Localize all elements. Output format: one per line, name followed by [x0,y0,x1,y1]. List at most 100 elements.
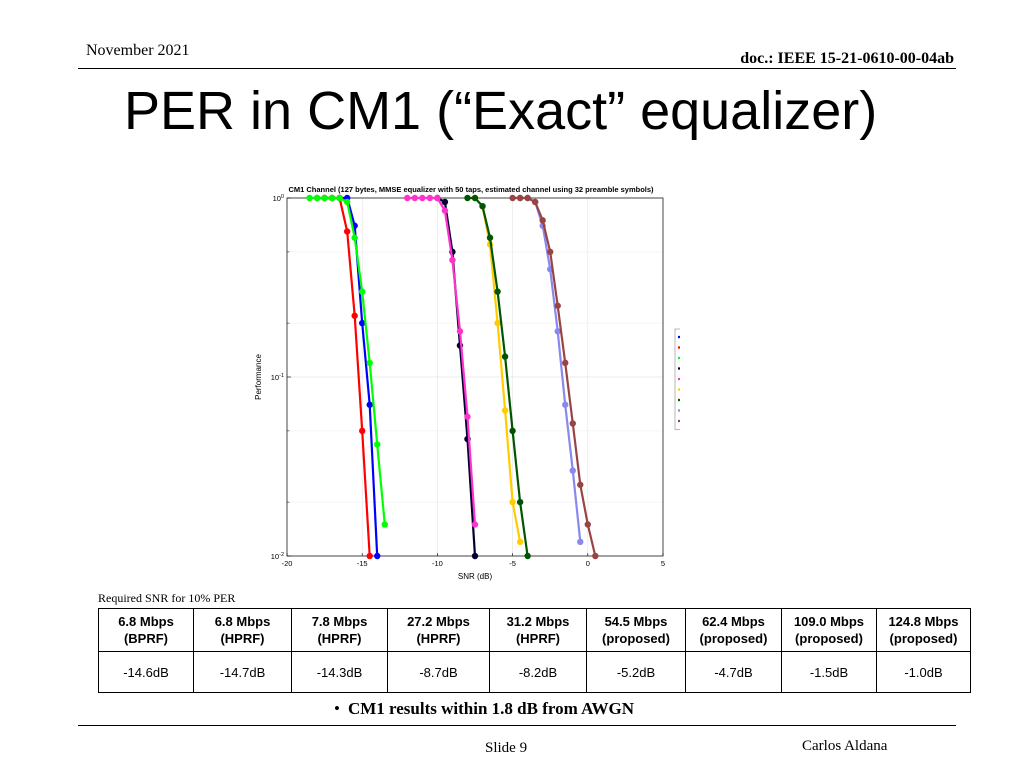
data-point [464,194,471,202]
series-9 [509,194,599,560]
data-point [501,407,509,414]
table-value-cell: -14.6dB [98,651,194,693]
table-header-line: 31.2 Mbps [506,614,570,629]
table-caption: Required SNR for 10% PER [98,591,236,605]
data-point [313,194,321,202]
header-doc-id: doc.: IEEE 15-21-0610-00-04ab [740,50,954,67]
data-point [531,198,539,206]
data-point [516,498,524,506]
data-point [539,217,546,224]
table-value-cell: -4.7dB [685,651,782,693]
data-point [411,194,419,202]
table-header-line: (HPRF) [515,631,561,646]
bullet-text: CM1 results within 1.8 dB from AWGN [347,699,634,718]
data-point [404,194,411,202]
table-header-line: (HPRF) [220,631,265,646]
table-header-cell: 62.4 Mbps (proposed) [685,608,782,652]
x-axis-label: SNR (dB) [458,572,493,581]
data-point [419,194,426,202]
y-tick-label: 10-2 [271,552,284,561]
table-header-cell: 6.8 Mbps (BPRF) [98,608,194,652]
data-point [381,521,388,528]
slide-number: Slide 9 [485,740,528,756]
table-header-line: (HPRF) [416,631,461,646]
data-point [479,202,486,210]
author-name: Carlos Aldana [802,738,888,754]
data-point [562,401,569,408]
data-point [547,248,554,256]
bullet-dot-icon: • [334,699,340,718]
table-header-line: (HPRF) [317,631,362,646]
data-point [494,288,501,295]
table-header-line: 6.8 Mbps [118,614,174,629]
x-tick-label: 0 [586,559,590,568]
data-point [584,521,591,528]
data-point [343,228,351,235]
data-point [486,234,494,241]
table-header-line: (proposed) [889,631,958,646]
data-point [577,481,584,488]
data-point [359,427,366,435]
data-point [359,319,366,327]
table-value-cell: -1.5dB [781,651,877,693]
table-header-line: 27.2 Mbps [407,614,470,629]
series-line [407,196,477,525]
data-point [351,312,358,319]
data-point [509,194,516,202]
data-point [569,420,576,427]
slide-title: PER in CM1 (“Exact” equalizer) [124,81,878,141]
snr-table: 6.8 Mbps (BPRF) 6.8 Mbps (HPRF) 7.8 Mbps (HPR… [98,608,971,693]
data-point [554,302,561,309]
data-point [359,288,366,295]
data-point [434,194,441,202]
y-axis-label: Performance [254,354,263,400]
table-header-cell: 27.2 Mbps (HPRF) [387,608,490,652]
y-tick-label: 100 [273,194,284,203]
table-header-cell: 54.5 Mbps (proposed) [586,608,686,652]
data-point [471,552,479,560]
data-point [524,552,531,560]
data-point [524,194,531,202]
footer-rule [78,725,956,726]
x-tick-label: -10 [432,559,443,568]
data-point [306,194,313,202]
table-header-line: 6.8 Mbps [214,614,271,629]
series-3 [306,194,388,528]
series-5 [404,194,479,528]
data-point [554,328,561,335]
data-point [441,207,449,214]
table-header-line: 62.4 Mbps [702,614,765,629]
data-point [464,413,471,420]
data-point [449,256,456,264]
x-tick-label: 5 [661,559,665,568]
data-point [336,194,343,202]
x-tick-label: -5 [509,559,516,568]
data-point [562,359,569,367]
table-header-cell: 31.2 Mbps (HPRF) [489,608,587,652]
table-header-line: (BPRF) [123,631,169,646]
data-point [441,198,449,206]
data-point [343,198,351,206]
snr-table-value-row: -14.6dB -14.7dB -14.3dB -8.7dB -8.2dB -5.2dB -… [98,651,971,693]
table-header-line: (proposed) [602,631,670,646]
data-point [509,427,516,435]
x-tick-label: -15 [357,559,368,568]
chart-title: CM1 Channel (127 bytes, MMSE equalizer w… [288,185,654,194]
data-point [351,234,358,241]
table-value-cell: -8.7dB [387,651,490,693]
data-point [366,552,373,560]
series-7 [464,194,531,560]
table-header-line: 124.8 Mbps [888,614,959,629]
header-date: November 2021 [86,42,190,59]
data-point [426,194,434,202]
data-point [516,194,524,202]
data-point [366,401,373,408]
table-header-line: 7.8 Mbps [311,614,368,629]
table-value-cell: -14.7dB [193,651,292,693]
table-value-cell: -1.0dB [876,651,971,693]
table-value-cell: -8.2dB [489,651,587,693]
data-point [366,359,373,367]
data-point [577,538,584,546]
data-point [516,538,524,546]
